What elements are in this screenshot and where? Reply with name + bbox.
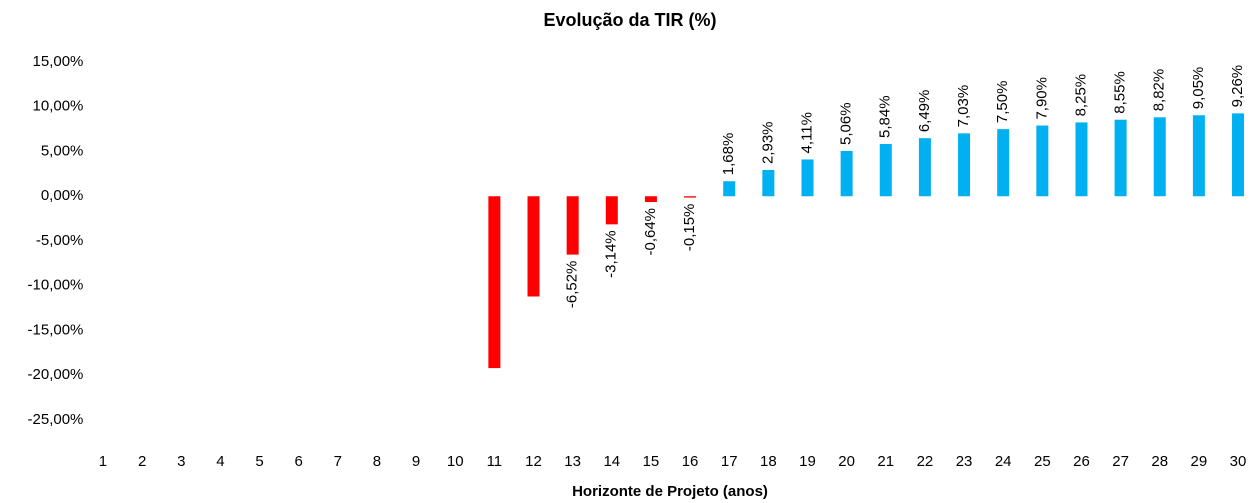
x-tick-label: 6 [294, 453, 302, 470]
data-label: 8,55% [1112, 71, 1129, 114]
bar [1036, 125, 1049, 197]
bar [644, 196, 657, 202]
bar [1114, 119, 1127, 197]
x-tick-label: 26 [1073, 453, 1090, 470]
y-tick-label: -10,00% [28, 277, 84, 294]
x-tick-label: 3 [177, 453, 185, 470]
data-label: 9,26% [1229, 65, 1246, 108]
x-tick-label: 30 [1230, 453, 1247, 470]
x-tick-label: 24 [995, 453, 1012, 470]
y-tick-label: -5,00% [36, 232, 84, 249]
bar [879, 143, 892, 197]
data-label: 8,82% [1151, 69, 1168, 112]
x-tick-label: 2 [138, 453, 146, 470]
x-tick-label: 25 [1034, 453, 1051, 470]
bar [918, 138, 931, 197]
data-label: 5,84% [877, 95, 894, 138]
x-tick-label: 29 [1191, 453, 1208, 470]
bar [527, 196, 540, 297]
x-tick-label: 8 [373, 453, 381, 470]
x-tick-label: 20 [838, 453, 855, 470]
bar [1192, 115, 1205, 197]
data-label: -0,64% [642, 208, 659, 256]
data-label: 7,03% [955, 85, 972, 128]
x-tick-label: 10 [447, 453, 464, 470]
bar [958, 133, 971, 197]
data-label: 7,90% [1033, 77, 1050, 120]
bar [840, 150, 853, 197]
y-tick-label: -25,00% [28, 411, 84, 428]
bar [684, 196, 697, 198]
x-tick-label: 19 [799, 453, 816, 470]
y-tick-label: -15,00% [28, 321, 84, 338]
x-tick-label: 7 [334, 453, 342, 470]
x-tick-label: 28 [1151, 453, 1168, 470]
data-label: -0,15% [681, 204, 698, 252]
bar [566, 196, 579, 255]
x-tick-label: 12 [525, 453, 542, 470]
bar [1232, 113, 1245, 197]
bar [1075, 122, 1088, 197]
x-tick-label: 23 [956, 453, 973, 470]
x-tick-label: 27 [1112, 453, 1129, 470]
data-label: 9,05% [1190, 67, 1207, 110]
bar [801, 159, 814, 197]
x-tick-label: 22 [917, 453, 934, 470]
data-label: 1,68% [720, 133, 737, 176]
x-tick-label: 18 [760, 453, 777, 470]
y-tick-label: 15,00% [33, 53, 84, 70]
data-label: 7,50% [994, 81, 1011, 124]
bar [605, 196, 618, 225]
bar [997, 129, 1010, 197]
x-axis-label: Horizonte de Projeto (anos) [572, 483, 768, 500]
x-tick-label: 15 [643, 453, 660, 470]
x-tick-label: 16 [682, 453, 699, 470]
bar [1153, 117, 1166, 197]
data-label: -6,52% [564, 261, 581, 309]
bar [488, 196, 501, 369]
x-tick-label: 21 [877, 453, 894, 470]
chart-title: Evolução da TIR (%) [543, 10, 716, 30]
x-tick-label: 13 [564, 453, 581, 470]
x-tick-label: 11 [487, 453, 503, 470]
x-tick-label: 1 [99, 453, 107, 470]
x-tick-label: 9 [412, 453, 420, 470]
data-label: 6,49% [916, 90, 933, 133]
data-label: 4,11% [798, 112, 815, 153]
x-tick-label: 14 [603, 453, 620, 470]
y-tick-label: 0,00% [41, 187, 84, 204]
x-tick-label: 5 [255, 453, 263, 470]
data-label: 2,93% [759, 121, 776, 164]
data-label: 8,25% [1072, 74, 1089, 117]
y-tick-label: -20,00% [28, 366, 84, 383]
x-tick-label: 17 [721, 453, 738, 470]
y-tick-label: 10,00% [33, 98, 84, 115]
x-tick-label: 4 [216, 453, 224, 470]
bar [762, 170, 775, 197]
data-label: 5,06% [838, 102, 855, 145]
y-tick-label: 5,00% [41, 142, 84, 159]
bar [723, 181, 736, 197]
data-label: -3,14% [603, 230, 620, 278]
